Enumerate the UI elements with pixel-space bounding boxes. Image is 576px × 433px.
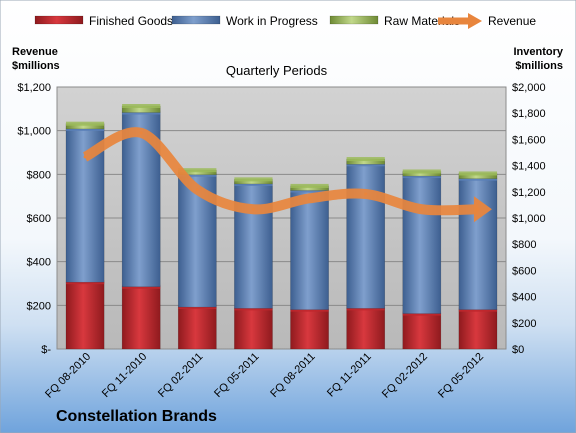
right-axis-title: $millions [515, 60, 563, 72]
bar-finished-goods [177, 306, 217, 350]
revenue-point [195, 188, 199, 192]
revenue-point [308, 196, 312, 200]
bar-finished-goods [458, 309, 498, 350]
left-tick-label: $1,000 [17, 126, 51, 138]
chart-title: Quarterly Periods [226, 63, 328, 78]
legend-work-in-progress-swatch [171, 15, 221, 25]
left-tick-label: $1,200 [17, 82, 51, 94]
left-axis-title: $millions [12, 60, 60, 72]
left-tick-label: $- [41, 344, 51, 356]
revenue-point [476, 207, 480, 211]
left-tick-label: $600 [27, 213, 51, 225]
bar-finished-goods [121, 286, 161, 350]
bar-raw-materials-cap [122, 103, 161, 108]
left-tick-label: $400 [27, 257, 51, 269]
right-tick-label: $200 [512, 318, 536, 330]
right-tick-label: $1,600 [512, 134, 546, 146]
legend-raw-materials-swatch [329, 15, 379, 25]
bar-raw-materials-cap [346, 157, 385, 162]
revenue-point [420, 207, 424, 211]
left-tick-label: $200 [27, 300, 51, 312]
right-tick-label: $1,400 [512, 161, 546, 173]
bar-finished-goods [402, 313, 442, 350]
right-tick-label: $0 [512, 344, 524, 356]
bar-raw-materials-cap [234, 177, 273, 182]
revenue-point [364, 192, 368, 196]
right-tick-label: $800 [512, 239, 536, 251]
right-tick-label: $600 [512, 265, 536, 277]
bar-finished-goods [234, 308, 273, 350]
revenue-point [251, 207, 255, 211]
bar-work-in-progress [346, 164, 386, 309]
company-name: Constellation Brands [56, 408, 217, 425]
bar-raw-materials-cap [458, 171, 498, 176]
bar-raw-materials-cap [65, 121, 105, 126]
right-tick-label: $1,200 [512, 187, 546, 199]
right-tick-label: $1,800 [512, 108, 546, 120]
right-axis-title: Inventory [513, 46, 563, 58]
legend-finished-goods-label: Finished Goods [89, 14, 173, 28]
left-axis-title: Revenue [12, 46, 58, 58]
bar-work-in-progress [290, 190, 329, 310]
legend-work-in-progress-label: Work in Progress [226, 14, 318, 28]
revenue-point [139, 131, 143, 135]
revenue-arrowhead [473, 196, 492, 223]
bar-raw-materials-cap [178, 168, 217, 173]
bar-raw-materials-cap [290, 183, 329, 188]
bar-finished-goods [290, 309, 329, 350]
bar-work-in-progress [458, 178, 498, 310]
bar-finished-goods [65, 281, 105, 350]
bar-raw-materials-cap [402, 169, 441, 174]
right-tick-label: $400 [512, 292, 536, 304]
legend-revenue-label: Revenue [488, 14, 536, 28]
right-tick-label: $1,000 [512, 213, 546, 225]
bar-finished-goods [346, 308, 386, 350]
right-tick-label: $2,000 [512, 82, 546, 94]
left-tick-label: $800 [27, 169, 51, 181]
bar-work-in-progress [402, 175, 442, 314]
legend-finished-goods-swatch [34, 15, 84, 25]
legend-revenue-swatch-arrow [468, 13, 482, 29]
revenue-point [83, 155, 87, 159]
